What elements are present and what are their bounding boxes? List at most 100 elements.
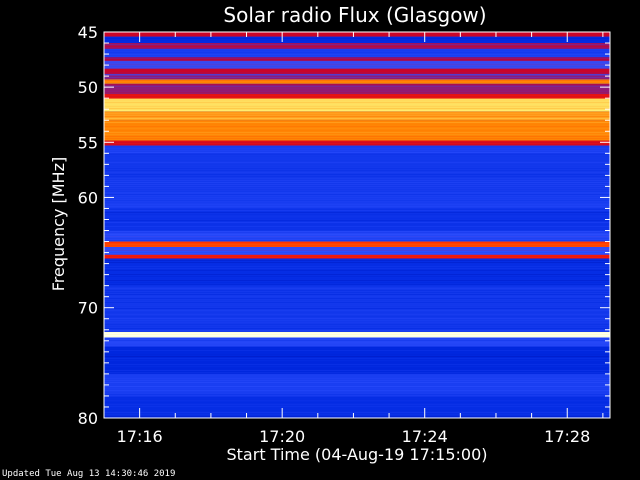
frequency-band bbox=[104, 111, 610, 121]
spectrogram-texture-line bbox=[104, 178, 610, 179]
y-tick-label: 55 bbox=[78, 133, 98, 152]
spectrogram-texture-line bbox=[104, 272, 610, 273]
spectrogram-texture-line bbox=[104, 108, 610, 109]
spectrogram-texture-line bbox=[104, 194, 610, 195]
spectrogram-texture-line bbox=[104, 154, 610, 155]
spectrogram-texture-line bbox=[104, 282, 610, 283]
y-axis-label: Frequency [MHz] bbox=[49, 157, 68, 291]
spectrogram-texture-line bbox=[104, 356, 610, 357]
spectrogram-texture-line bbox=[104, 110, 610, 111]
spectrogram-texture-line bbox=[104, 354, 610, 355]
spectrogram-texture-line bbox=[104, 230, 610, 231]
spectrogram-texture-line bbox=[104, 268, 610, 269]
spectrogram-texture-line bbox=[104, 150, 610, 151]
spectrogram-texture-line bbox=[104, 196, 610, 197]
spectrogram-texture-line bbox=[104, 142, 610, 143]
spectrogram-texture-line bbox=[104, 156, 610, 157]
spectrogram-texture-line bbox=[104, 316, 610, 317]
spectrogram-texture-line bbox=[104, 342, 610, 343]
spectrogram-texture-line bbox=[104, 112, 610, 113]
spectrogram-texture-line bbox=[104, 388, 610, 389]
spectrogram-texture-line bbox=[104, 246, 610, 247]
spectrogram-texture-line bbox=[104, 358, 610, 359]
spectrogram-texture-line bbox=[104, 82, 610, 83]
spectrogram-texture-line bbox=[104, 314, 610, 315]
spectrogram-texture-line bbox=[104, 62, 610, 63]
spectrogram-texture-line bbox=[104, 296, 610, 297]
spectrogram-texture-line bbox=[104, 60, 610, 61]
y-tick-label: 60 bbox=[78, 188, 98, 207]
x-tick-label: 17:20 bbox=[259, 427, 305, 446]
spectrogram-texture-line bbox=[104, 292, 610, 293]
spectrogram-texture-line bbox=[104, 162, 610, 163]
spectrogram-texture-line bbox=[104, 400, 610, 401]
spectrogram-texture-line bbox=[104, 288, 610, 289]
spectrogram-texture-line bbox=[104, 256, 610, 257]
spectrogram-texture-line bbox=[104, 244, 610, 245]
spectrogram-texture-line bbox=[104, 220, 610, 221]
spectrogram-texture-line bbox=[104, 304, 610, 305]
spectrogram-texture-line bbox=[104, 212, 610, 213]
spectrogram-texture-line bbox=[104, 40, 610, 41]
spectrogram-texture-line bbox=[104, 270, 610, 271]
spectrogram-texture-line bbox=[104, 298, 610, 299]
x-tick-label: 17:16 bbox=[117, 427, 163, 446]
spectrogram-texture-line bbox=[104, 36, 610, 37]
spectrogram-texture-line bbox=[104, 206, 610, 207]
y-axis: 45 50 55 60 70 80 bbox=[78, 23, 610, 428]
spectrogram-texture-line bbox=[104, 386, 610, 387]
spectrogram-texture-line bbox=[104, 326, 610, 327]
spectrogram-texture-line bbox=[104, 140, 610, 141]
spectrogram-texture-line bbox=[104, 48, 610, 49]
spectrogram-texture-line bbox=[104, 122, 610, 123]
spectrogram-texture-line bbox=[104, 118, 610, 119]
spectrogram-texture-line bbox=[104, 324, 610, 325]
spectrogram-texture-line bbox=[104, 394, 610, 395]
spectrogram-texture-line bbox=[104, 90, 610, 91]
spectrogram-texture-line bbox=[104, 68, 610, 69]
spectrogram-texture-line bbox=[104, 416, 610, 417]
spectrogram-texture-line bbox=[104, 290, 610, 291]
spectrogram-texture-line bbox=[104, 102, 610, 103]
spectrogram-texture-line bbox=[104, 152, 610, 153]
spectrogram-texture-line bbox=[104, 170, 610, 171]
spectrogram-texture-line bbox=[104, 254, 610, 255]
spectrogram-texture-line bbox=[104, 70, 610, 71]
spectrogram-texture-line bbox=[104, 380, 610, 381]
spectrogram-texture-line bbox=[104, 216, 610, 217]
spectrogram-texture-line bbox=[104, 88, 610, 89]
spectrogram-texture-line bbox=[104, 248, 610, 249]
x-tick-label: 17:24 bbox=[402, 427, 448, 446]
frequency-band bbox=[104, 43, 610, 49]
spectrogram-texture-line bbox=[104, 50, 610, 51]
y-tick-label: 50 bbox=[78, 78, 98, 97]
spectrogram-texture-line bbox=[104, 224, 610, 225]
spectrogram-texture-line bbox=[104, 382, 610, 383]
spectrogram-texture-line bbox=[104, 232, 610, 233]
frequency-band bbox=[104, 57, 610, 61]
spectrogram-texture-line bbox=[104, 182, 610, 183]
spectrogram-texture-line bbox=[104, 280, 610, 281]
spectrogram-texture-line bbox=[104, 308, 610, 309]
spectrogram-texture-line bbox=[104, 204, 610, 205]
spectrogram-texture-line bbox=[104, 130, 610, 131]
spectrogram-texture-line bbox=[104, 330, 610, 331]
spectrogram-texture-line bbox=[104, 340, 610, 341]
spectrogram-texture-line bbox=[104, 184, 610, 185]
frequency-band bbox=[104, 93, 610, 99]
spectrogram-texture-line bbox=[104, 408, 610, 409]
spectrogram-texture-line bbox=[104, 80, 610, 81]
spectrogram-plot-area bbox=[103, 31, 611, 419]
spectrogram-texture-line bbox=[104, 286, 610, 287]
spectrogram-texture-line bbox=[104, 410, 610, 411]
spectrogram-texture-line bbox=[104, 172, 610, 173]
spectrogram-texture-line bbox=[104, 100, 610, 101]
spectrogram-texture-line bbox=[104, 208, 610, 209]
spectrogram-texture-line bbox=[104, 42, 610, 43]
spectrogram-texture-line bbox=[104, 378, 610, 379]
spectrogram-texture-line bbox=[104, 366, 610, 367]
spectrogram-texture-line bbox=[104, 414, 610, 415]
spectrogram-texture-line bbox=[104, 352, 610, 353]
spectrogram-texture-line bbox=[104, 350, 610, 351]
spectrogram-texture-line bbox=[104, 294, 610, 295]
